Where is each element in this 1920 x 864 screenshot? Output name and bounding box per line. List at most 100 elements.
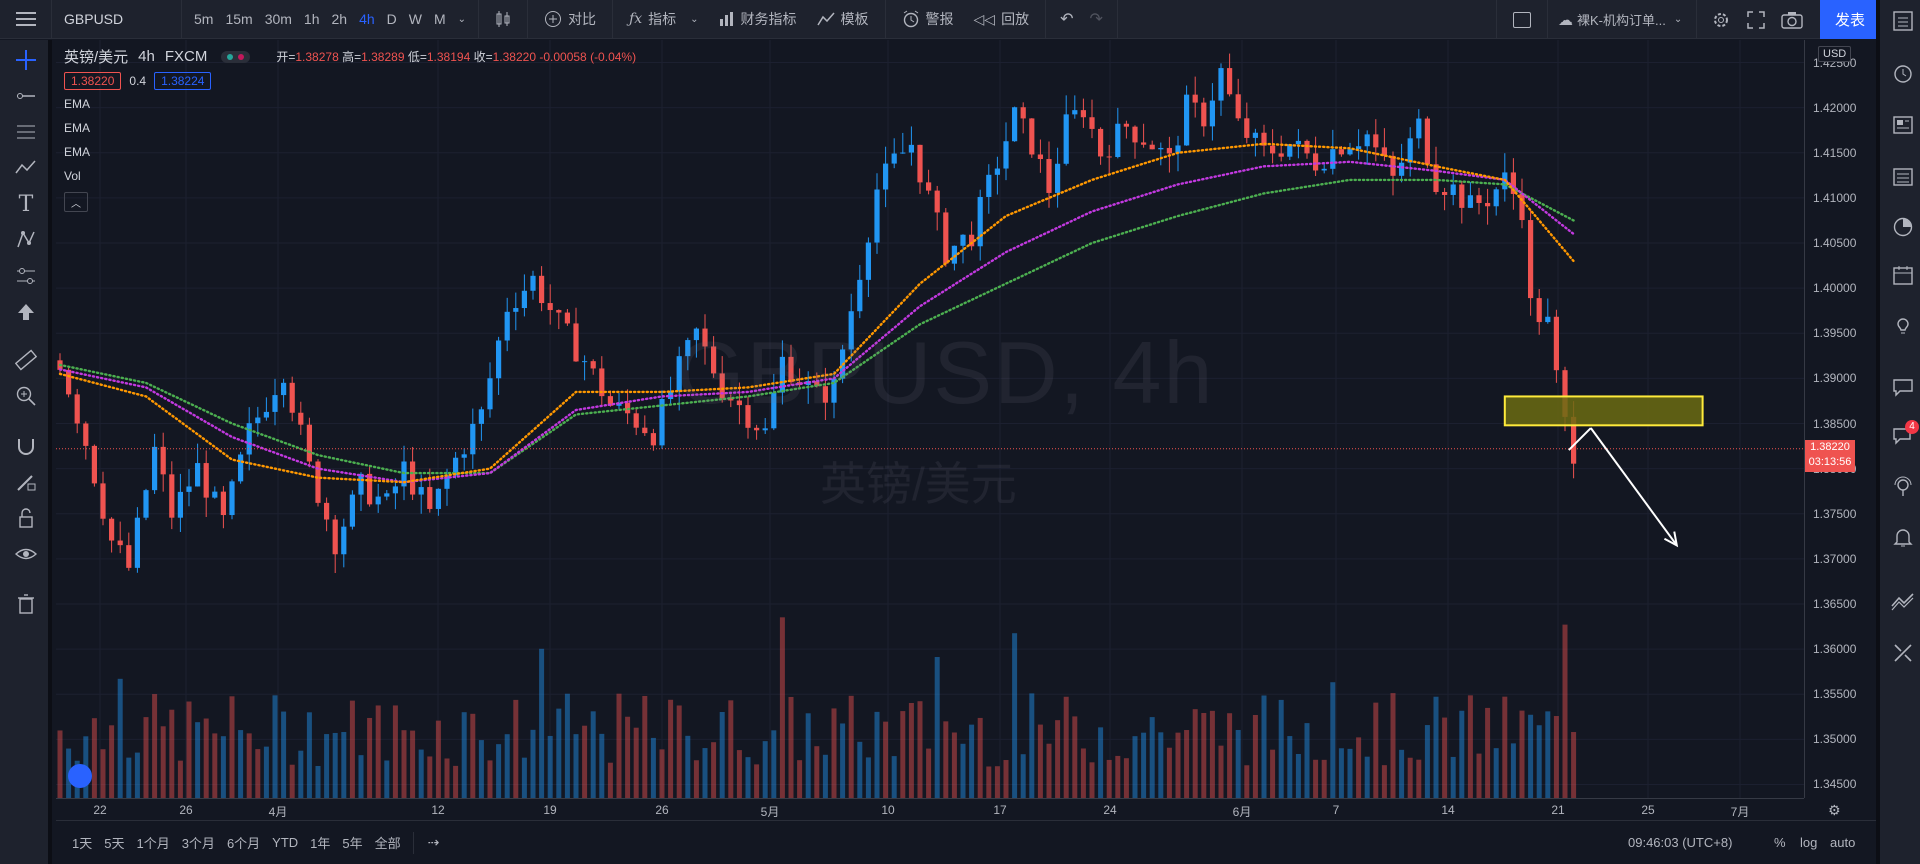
range-button[interactable]: 1天 bbox=[72, 836, 93, 851]
templates-button[interactable]: 模板 bbox=[807, 0, 879, 39]
trash-icon[interactable] bbox=[14, 592, 38, 616]
timeframe-15m[interactable]: 15m bbox=[225, 11, 253, 27]
trading-panel-icon[interactable] bbox=[1890, 588, 1916, 614]
node-icon[interactable] bbox=[14, 228, 38, 252]
range-button[interactable]: 1个月 bbox=[136, 836, 170, 851]
idea-icon[interactable] bbox=[1890, 312, 1916, 338]
fullscreen-icon[interactable] bbox=[1747, 10, 1765, 29]
range-button[interactable]: 5年 bbox=[342, 836, 363, 851]
bell-icon[interactable] bbox=[1890, 524, 1916, 550]
indicator-ema-3[interactable]: EMA bbox=[64, 145, 91, 159]
menu-button[interactable] bbox=[0, 0, 52, 39]
indicators-button[interactable]: ƒx 指标 ⌄ bbox=[619, 0, 708, 39]
chart-canvas[interactable] bbox=[56, 40, 1804, 798]
indicator-volume[interactable]: Vol bbox=[64, 169, 81, 183]
collapse-legend-button[interactable]: ︿ bbox=[64, 192, 88, 212]
volume-bar bbox=[1536, 725, 1542, 798]
divider bbox=[527, 0, 529, 39]
volume-bar bbox=[57, 730, 63, 798]
data-window-icon[interactable] bbox=[1890, 164, 1916, 190]
volume-bar bbox=[315, 765, 321, 798]
alert-button[interactable]: 警报 bbox=[892, 0, 964, 39]
timeframe-W[interactable]: W bbox=[408, 11, 422, 27]
camera-icon[interactable] bbox=[1781, 11, 1803, 29]
volume-bar bbox=[367, 717, 373, 798]
volume-bar bbox=[152, 694, 158, 798]
lock-icon[interactable] bbox=[14, 506, 38, 530]
horizontal-lines-icon[interactable] bbox=[14, 120, 38, 144]
volume-bar bbox=[883, 721, 889, 798]
hotlist-icon[interactable] bbox=[1890, 214, 1916, 240]
candle-body bbox=[573, 323, 579, 362]
candle-body bbox=[900, 152, 906, 154]
symbol-name[interactable]: 英镑/美元 bbox=[64, 49, 129, 66]
candle-body bbox=[1227, 68, 1233, 95]
volume-bar bbox=[1450, 756, 1456, 798]
watchlist-icon[interactable] bbox=[1890, 8, 1916, 34]
eye-icon[interactable] bbox=[14, 542, 38, 566]
range-button[interactable]: 1年 bbox=[310, 836, 331, 851]
sliders-icon[interactable] bbox=[14, 264, 38, 288]
range-button[interactable]: 全部 bbox=[374, 836, 401, 851]
indicator-ema-1[interactable]: EMA bbox=[64, 97, 91, 111]
arrow-up-icon[interactable] bbox=[14, 300, 38, 324]
pattern-icon[interactable] bbox=[14, 156, 38, 180]
range-button[interactable]: YTD bbox=[272, 835, 299, 850]
indicator-ema-2[interactable]: EMA bbox=[64, 121, 91, 135]
timeframe-30m[interactable]: 30m bbox=[264, 11, 292, 27]
symbol-search[interactable]: GBPUSD bbox=[52, 0, 182, 39]
percent-toggle[interactable]: % bbox=[1774, 835, 1786, 850]
price-scale[interactable]: 1.42500 1.42000 1.41500 1.41000 1.40500 1.400… bbox=[1804, 40, 1876, 798]
news-icon[interactable] bbox=[1890, 112, 1916, 138]
candle-body bbox=[599, 368, 605, 397]
pencil-lock-icon[interactable] bbox=[14, 470, 38, 494]
sell-price-button[interactable]: 1.38220 bbox=[64, 72, 122, 90]
range-button[interactable]: 5天 bbox=[104, 836, 125, 851]
tools-icon[interactable] bbox=[1890, 640, 1916, 666]
chat-icon[interactable] bbox=[1890, 374, 1916, 400]
compare-button[interactable]: 对比 bbox=[534, 0, 606, 39]
chart-type-button[interactable] bbox=[485, 0, 521, 39]
candle-body bbox=[1192, 94, 1198, 103]
undo-icon[interactable]: ↶ bbox=[1060, 11, 1074, 28]
streams-icon[interactable] bbox=[1890, 474, 1916, 500]
ruler-icon[interactable] bbox=[14, 348, 38, 372]
volume-bar bbox=[625, 716, 631, 798]
zoom-in-icon[interactable] bbox=[14, 384, 38, 408]
time-scale[interactable]: 22 26 4月 12 19 26 5月 10 17 24 6月 7 14 21 25 7月 bbox=[56, 798, 1804, 820]
replay-button[interactable]: ◁◁ 回放 bbox=[964, 0, 1040, 39]
gear-icon[interactable] bbox=[1711, 10, 1731, 30]
timeframe-2h[interactable]: 2h bbox=[331, 11, 348, 27]
volume-bar bbox=[797, 760, 803, 798]
auto-toggle[interactable]: auto bbox=[1830, 835, 1856, 850]
volume-bar bbox=[238, 730, 244, 798]
candle-body bbox=[1020, 107, 1026, 119]
log-toggle[interactable]: log bbox=[1800, 835, 1818, 850]
chevron-down-icon[interactable]: ⌄ bbox=[1673, 14, 1683, 25]
candle-body bbox=[1338, 149, 1344, 155]
range-button[interactable]: 3个月 bbox=[181, 836, 215, 851]
financials-button[interactable]: 财务指标 bbox=[709, 0, 807, 39]
layout-name[interactable]: 裸K-机构订单... bbox=[1577, 13, 1666, 28]
clock[interactable]: 09:46:03 (UTC+8) bbox=[1628, 835, 1733, 850]
goto-date-icon[interactable]: ⇢ bbox=[427, 834, 440, 850]
gear-icon[interactable]: ⚙ bbox=[1828, 802, 1841, 818]
timeframe-4h[interactable]: 4h bbox=[359, 11, 375, 27]
trend-line-icon[interactable] bbox=[14, 84, 38, 108]
calendar-icon[interactable] bbox=[1890, 262, 1916, 288]
range-button[interactable]: 6个月 bbox=[226, 836, 261, 851]
chevron-down-icon[interactable]: ⌄ bbox=[457, 13, 467, 25]
timeframe-D[interactable]: D bbox=[386, 11, 397, 27]
fullscreen-window-icon[interactable] bbox=[1513, 11, 1531, 28]
buy-price-button[interactable]: 1.38224 bbox=[154, 72, 212, 90]
timeframe-M[interactable]: M bbox=[434, 11, 446, 27]
redo-icon[interactable]: ↷ bbox=[1089, 11, 1103, 28]
crosshair-icon[interactable] bbox=[14, 48, 38, 72]
divider bbox=[1045, 0, 1047, 39]
alarm-clock-icon[interactable] bbox=[1890, 60, 1916, 86]
magnet-icon[interactable] bbox=[14, 434, 38, 458]
text-icon[interactable]: T bbox=[18, 191, 34, 217]
timeframe-5m[interactable]: 5m bbox=[194, 11, 214, 27]
publish-button[interactable]: 发表 bbox=[1820, 0, 1880, 39]
timeframe-1h[interactable]: 1h bbox=[303, 11, 320, 27]
